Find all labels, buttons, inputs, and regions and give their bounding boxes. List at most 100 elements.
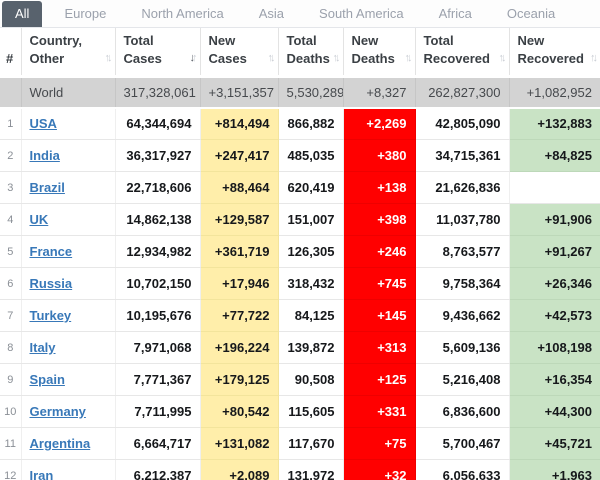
table-row: 1 USA 64,344,694 +814,494 866,882 +2,269… [0, 107, 600, 141]
total-cases-cell: 10,702,150 [115, 267, 201, 301]
total-recovered-cell: 42,805,090 [415, 107, 510, 141]
total-recovered-cell: 34,715,361 [415, 139, 510, 173]
country-rows: 1 USA 64,344,694 +814,494 866,882 +2,269… [0, 107, 600, 480]
country-link[interactable]: USA [29, 116, 57, 132]
world-new-cases: +3,151,357 [200, 75, 279, 109]
table-row: 3 Brazil 22,718,606 +88,464 620,419 +138… [0, 171, 600, 205]
new-deaths-cell: +380 [343, 139, 416, 173]
country-cell: Russia [21, 267, 116, 301]
table-row: 5 France 12,934,982 +361,719 126,305 +24… [0, 235, 600, 269]
world-total-recovered: 262,827,300 [415, 75, 510, 109]
column-header-new-deaths[interactable]: New Deaths ↑↓ [343, 28, 416, 78]
total-cases-cell: 7,771,367 [115, 363, 201, 397]
country-link[interactable]: UK [29, 212, 49, 228]
rank-cell: 9 [0, 363, 22, 397]
rank-header-label: # [6, 50, 14, 66]
new-recovered-cell: +26,346 [509, 267, 600, 301]
total-cases-cell: 6,664,717 [115, 427, 201, 461]
country-link[interactable]: Iran [29, 468, 54, 480]
header-row: # Country, Other ↑↓ Total Cases ↓↑ New C… [0, 28, 600, 78]
country-cell: India [21, 139, 116, 173]
tab-oceania[interactable]: Oceania [506, 6, 556, 21]
new-deaths-cell: +32 [343, 459, 416, 480]
total-cases-cell: 7,711,995 [115, 395, 201, 429]
table-row: 2 India 36,317,927 +247,417 485,035 +380… [0, 139, 600, 173]
country-link[interactable]: Argentina [29, 436, 91, 452]
total-cases-cell: 22,718,606 [115, 171, 201, 205]
new-cases-cell: +814,494 [200, 107, 279, 141]
rank-cell: 3 [0, 171, 22, 205]
total-recovered-cell: 5,216,408 [415, 363, 510, 397]
table-row: 4 UK 14,862,138 +129,587 151,007 +398 11… [0, 203, 600, 237]
table-row: 10 Germany 7,711,995 +80,542 115,605 +33… [0, 395, 600, 429]
rank-cell: 5 [0, 235, 22, 269]
tab-south-america[interactable]: South America [319, 6, 404, 21]
total-deaths-cell: 318,432 [278, 267, 344, 301]
country-link[interactable]: India [29, 148, 60, 164]
new-recovered-cell: +16,354 [509, 363, 600, 397]
country-cell: Iran [21, 459, 116, 480]
country-link[interactable]: France [29, 244, 73, 260]
country-link[interactable]: Turkey [29, 308, 72, 324]
new-cases-cell: +361,719 [200, 235, 279, 269]
country-cell: Spain [21, 363, 116, 397]
rank-cell: 7 [0, 299, 22, 333]
new-deaths-cell: +745 [343, 267, 416, 301]
column-header-total-cases[interactable]: Total Cases ↓↑ [115, 28, 201, 78]
total-recovered-cell: 6,056,633 [415, 459, 510, 480]
sort-icon: ↑↓ [498, 52, 507, 65]
country-cell: Italy [21, 331, 116, 365]
total-deaths-cell: 139,872 [278, 331, 344, 365]
new-recovered-cell: +1,963 [509, 459, 600, 480]
total-deaths-cell: 84,125 [278, 299, 344, 333]
total-deaths-cell: 620,419 [278, 171, 344, 205]
country-link[interactable]: Spain [29, 372, 65, 388]
sort-icon: ↑↓ [332, 52, 341, 65]
world-new-recovered: +1,082,952 [509, 75, 600, 109]
total-recovered-cell: 9,758,364 [415, 267, 510, 301]
column-header-new-recovered[interactable]: New Recovered ↑↓ [509, 28, 600, 78]
column-header-new-cases[interactable]: New Cases ↑↓ [200, 28, 279, 78]
total-cases-cell: 12,934,982 [115, 235, 201, 269]
new-cases-cell: +247,417 [200, 139, 279, 173]
country-link[interactable]: Russia [29, 276, 73, 292]
sort-desc-icon: ↓↑ [189, 52, 198, 65]
continent-tabbar: All Europe North America Asia South Amer… [0, 0, 600, 28]
world-label: World [21, 75, 116, 109]
new-recovered-cell: +91,906 [509, 203, 600, 237]
total-deaths-cell: 115,605 [278, 395, 344, 429]
tab-all[interactable]: All [2, 1, 43, 27]
new-cases-cell: +179,125 [200, 363, 279, 397]
total-cases-cell: 36,317,927 [115, 139, 201, 173]
new-recovered-cell [509, 171, 600, 205]
new-deaths-cell: +331 [343, 395, 416, 429]
country-cell: Turkey [21, 299, 116, 333]
new-cases-cell: +17,946 [200, 267, 279, 301]
new-cases-cell: +196,224 [200, 331, 279, 365]
covid-stats-table: # Country, Other ↑↓ Total Cases ↓↑ New C… [0, 28, 600, 480]
new-recovered-cell: +42,573 [509, 299, 600, 333]
column-header-total-recovered[interactable]: Total Recovered ↑↓ [415, 28, 510, 78]
country-link[interactable]: Brazil [29, 180, 65, 196]
total-deaths-cell: 117,670 [278, 427, 344, 461]
new-cases-cell: +2,089 [200, 459, 279, 480]
tab-north-america[interactable]: North America [141, 6, 224, 21]
total-deaths-cell: 126,305 [278, 235, 344, 269]
tab-asia[interactable]: Asia [258, 6, 285, 21]
new-recovered-cell: +108,198 [509, 331, 600, 365]
tab-europe[interactable]: Europe [64, 6, 107, 21]
total-recovered-cell: 5,609,136 [415, 331, 510, 365]
country-cell: France [21, 235, 116, 269]
table-row: 12 Iran 6,212,387 +2,089 131,972 +32 6,0… [0, 459, 600, 480]
rank-cell: 4 [0, 203, 22, 237]
sort-icon: ↑↓ [104, 52, 113, 65]
rank-cell: 6 [0, 267, 22, 301]
new-cases-cell: +77,722 [200, 299, 279, 333]
tab-africa[interactable]: Africa [438, 6, 472, 21]
column-header-total-deaths[interactable]: Total Deaths ↑↓ [278, 28, 344, 78]
country-link[interactable]: Italy [29, 340, 56, 356]
country-link[interactable]: Germany [29, 404, 86, 420]
column-header-country[interactable]: Country, Other ↑↓ [21, 28, 116, 78]
total-recovered-cell: 9,436,662 [415, 299, 510, 333]
rank-cell: 8 [0, 331, 22, 365]
